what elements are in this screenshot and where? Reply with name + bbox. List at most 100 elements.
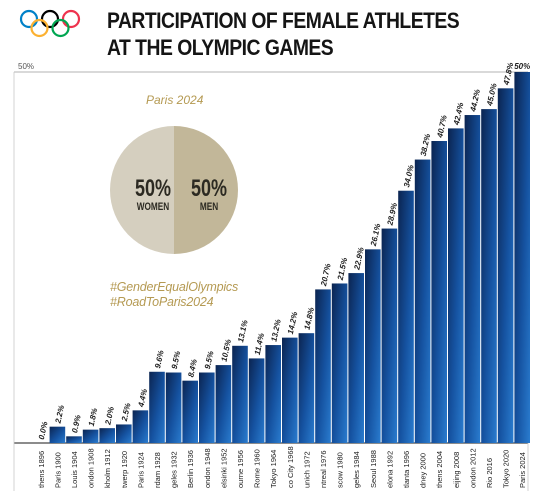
bar-21 bbox=[381, 228, 398, 443]
x-tick-label-9: Berlin 1936 bbox=[186, 450, 195, 488]
bar-6 bbox=[132, 410, 149, 443]
x-tick-label-26: ondon 2012 bbox=[468, 448, 477, 488]
ring-green bbox=[51, 18, 70, 38]
women-label: WOMEN bbox=[136, 201, 170, 213]
bar-4 bbox=[99, 428, 115, 443]
x-tick-label-4: kholm 1912 bbox=[103, 449, 112, 488]
pie-slice-women bbox=[110, 126, 174, 254]
x-tick-label-7: rdam 1928 bbox=[153, 452, 162, 488]
x-tick-label-15: co City 1968 bbox=[286, 446, 295, 488]
value-label-27: 45.0% bbox=[485, 82, 499, 107]
bar-8 bbox=[165, 372, 182, 443]
value-label-2: 0.9% bbox=[70, 414, 83, 434]
value-label-1: 2.2% bbox=[53, 404, 66, 425]
bar-16 bbox=[298, 333, 315, 443]
x-tick-label-3: ondon 1908 bbox=[87, 448, 96, 488]
title-line-1: PARTICIPATION OF FEMALE ATHLETES bbox=[107, 8, 460, 33]
value-label-17: 20.7% bbox=[319, 263, 333, 288]
x-tick-label-19: geles 1984 bbox=[352, 451, 361, 488]
bar-17 bbox=[315, 289, 331, 443]
x-tick-label-16: unich 1972 bbox=[302, 451, 311, 488]
value-label-9: 8.4% bbox=[186, 358, 199, 378]
bar-5 bbox=[116, 424, 132, 443]
value-label-19: 22.9% bbox=[352, 246, 366, 271]
value-label-8: 9.5% bbox=[170, 350, 183, 370]
bar-18 bbox=[331, 283, 348, 443]
x-tick-label-29: Paris 2024 bbox=[518, 452, 527, 488]
value-label-13: 11.4% bbox=[253, 332, 266, 355]
value-label-16: 14.8% bbox=[303, 307, 317, 331]
value-label-6: 4.4% bbox=[136, 388, 149, 409]
pie-title: Paris 2024 bbox=[146, 93, 204, 107]
bar-15 bbox=[282, 337, 298, 443]
men-label: MEN bbox=[199, 201, 219, 213]
x-tick-label-17: ntreal 1976 bbox=[319, 450, 328, 488]
hashtag-gender-equal: #GenderEqualOlympics bbox=[110, 280, 239, 294]
ring-black bbox=[40, 9, 60, 29]
x-tick-label-23: dney 2000 bbox=[419, 453, 428, 488]
value-label-22: 34.0% bbox=[402, 164, 416, 188]
x-tick-label-0: thens 1896 bbox=[37, 451, 46, 488]
bar-1 bbox=[49, 426, 66, 443]
olympic-rings-icon bbox=[19, 9, 81, 38]
value-label-0: 0.0% bbox=[37, 421, 50, 441]
x-tick-label-18: scow 1980 bbox=[336, 452, 345, 488]
value-label-14: 13.2% bbox=[269, 318, 283, 342]
bar-25 bbox=[448, 128, 464, 443]
bar-10 bbox=[199, 372, 215, 443]
x-tick-label-27: Rio 2016 bbox=[485, 458, 494, 488]
bar-3 bbox=[82, 429, 99, 443]
value-label-29: 50% bbox=[514, 62, 530, 71]
value-label-26: 44.2% bbox=[468, 88, 482, 113]
value-label-18: 21.5% bbox=[336, 257, 350, 282]
bar-23 bbox=[414, 159, 431, 443]
bar-2 bbox=[66, 436, 82, 443]
bar-11 bbox=[215, 365, 232, 443]
bar-28 bbox=[497, 88, 514, 443]
bars-group bbox=[49, 72, 530, 444]
men-percent: 50% bbox=[190, 175, 228, 202]
women-percent: 50% bbox=[134, 175, 172, 202]
x-tick-label-12: ourne 1956 bbox=[236, 450, 245, 488]
x-tick-label-6: Paris 1924 bbox=[136, 452, 145, 488]
value-label-10: 9.5% bbox=[203, 350, 216, 370]
value-label-11: 10.5% bbox=[220, 338, 234, 362]
value-label-15: 14.2% bbox=[286, 311, 300, 335]
value-label-21: 28.9% bbox=[385, 202, 399, 227]
x-tick-label-13: Rome 1960 bbox=[253, 449, 262, 488]
value-label-12: 13.1% bbox=[236, 319, 250, 343]
title-line-2: AT THE OLYMPIC GAMES bbox=[107, 35, 334, 60]
bar-26 bbox=[464, 115, 481, 443]
x-tick-labels-group: thens 1896 Paris 1900 Louis 1904 ondon 1908… bbox=[37, 446, 527, 488]
ring-red bbox=[61, 9, 81, 29]
page-title: PARTICIPATION OF FEMALE ATHLETES AT THE … bbox=[107, 7, 460, 61]
x-tick-label-2: Louis 1904 bbox=[70, 451, 79, 488]
bar-14 bbox=[265, 345, 281, 443]
value-label-5: 2.5% bbox=[120, 402, 133, 423]
value-label-3: 1.8% bbox=[87, 407, 100, 427]
reference-line-label: 50% bbox=[18, 62, 35, 71]
bar-22 bbox=[398, 190, 414, 443]
x-tick-label-8: geles 1932 bbox=[170, 451, 179, 488]
bar-29 bbox=[514, 72, 530, 443]
x-tick-label-24: thens 2004 bbox=[435, 451, 444, 488]
pie-chart bbox=[110, 126, 238, 254]
value-label-7: 9.6% bbox=[153, 349, 166, 369]
value-label-24: 40.7% bbox=[435, 114, 449, 139]
ring-yellow bbox=[30, 18, 49, 38]
x-tick-label-21: elona 1992 bbox=[385, 451, 394, 488]
pie-slice-men bbox=[174, 126, 238, 254]
x-tick-label-11: elsinki 1952 bbox=[219, 448, 228, 488]
bar-20 bbox=[365, 249, 381, 443]
bar-13 bbox=[248, 358, 265, 443]
bar-7 bbox=[149, 371, 165, 443]
value-label-4: 2.0% bbox=[103, 406, 116, 427]
ring-blue bbox=[19, 9, 39, 29]
hashtag-road-to-paris: #RoadToParis2024 bbox=[110, 295, 214, 309]
x-tick-label-14: Tokyo 1964 bbox=[269, 450, 278, 488]
x-tick-label-5: twerp 1920 bbox=[120, 451, 129, 488]
value-label-25: 42.4% bbox=[452, 102, 466, 127]
bar-9 bbox=[182, 380, 198, 443]
bar-12 bbox=[232, 345, 248, 443]
